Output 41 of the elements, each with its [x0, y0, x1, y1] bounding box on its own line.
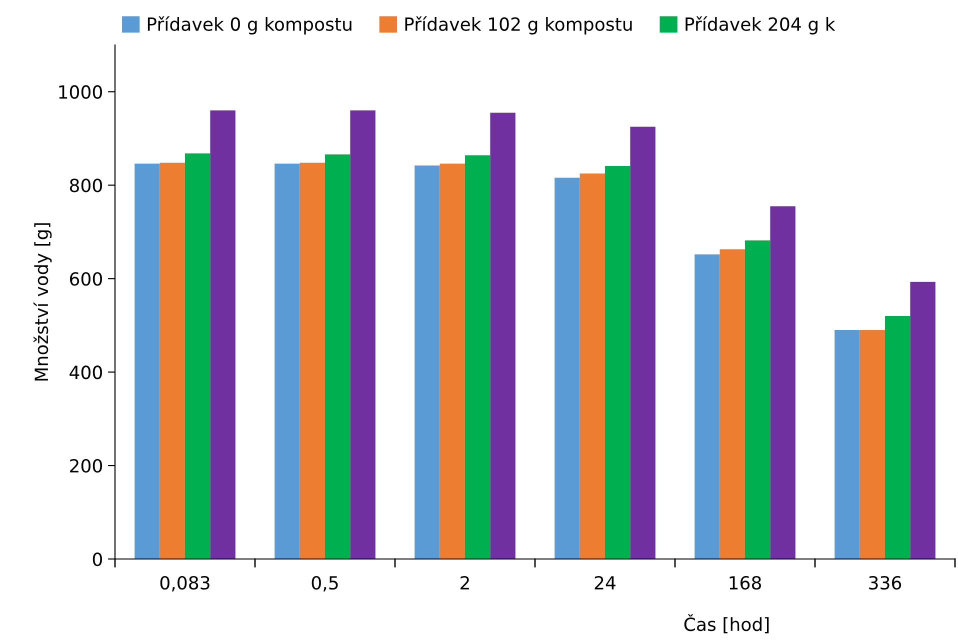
y-tick-label: 600 — [70, 272, 102, 286]
y-tick-label: 200 — [70, 459, 102, 473]
bar — [134, 164, 160, 559]
bar — [885, 316, 910, 559]
bar — [770, 206, 796, 559]
x-tick-label: 0,5 — [312, 576, 338, 592]
bar — [300, 162, 325, 559]
y-tick-label: 400 — [70, 366, 102, 380]
y-tick-label: 800 — [70, 178, 102, 192]
legend-label: Přídavek 102 g kompostu — [405, 16, 632, 34]
x-tick-label: 24 — [594, 576, 616, 590]
bar — [694, 254, 720, 559]
bar — [210, 110, 236, 559]
legend-label: Přídavek 0 g kompostu — [148, 16, 352, 34]
bar — [605, 166, 630, 559]
bar — [554, 178, 580, 559]
bar — [834, 330, 860, 559]
bar — [440, 164, 465, 559]
legend-label: Přídavek 204 g k — [686, 16, 836, 34]
bar — [274, 164, 300, 559]
x-axis-title: Čas [hod] — [684, 614, 769, 634]
x-tick-label: 168 — [730, 576, 761, 590]
bar — [160, 162, 185, 559]
bar — [630, 126, 656, 559]
bar — [910, 282, 936, 559]
y-tick-label: 1000 — [59, 85, 102, 99]
bar — [414, 166, 440, 559]
bar — [185, 153, 210, 559]
x-tick-label: 336 — [869, 576, 902, 590]
bar — [745, 240, 770, 559]
bar — [325, 154, 350, 559]
x-tick-label: 2 — [460, 576, 469, 590]
bar — [860, 330, 885, 559]
y-axis-title: Množství vody [g] — [33, 223, 52, 381]
x-tick-label: 0,083 — [160, 576, 210, 592]
bar — [490, 112, 516, 559]
bar — [350, 110, 376, 559]
bar — [580, 174, 605, 559]
bar — [465, 155, 490, 559]
bar — [720, 249, 745, 559]
y-tick-label: 0 — [92, 552, 102, 566]
